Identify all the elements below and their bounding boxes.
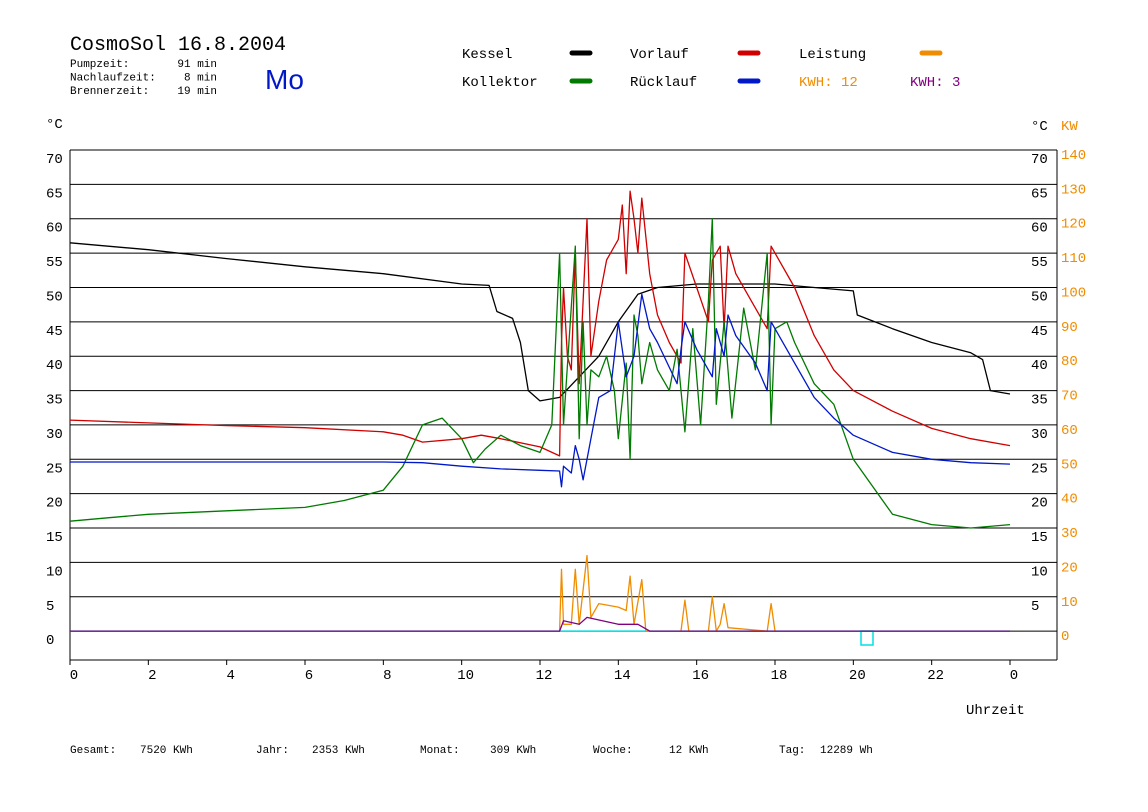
- footer-label: Woche:: [593, 745, 633, 757]
- y-tick-label: 40: [46, 358, 63, 374]
- footer-label: Monat:: [420, 745, 460, 757]
- right-y-tick-label: 55: [1031, 255, 1048, 271]
- y-unit: °C: [46, 117, 63, 133]
- y-tick-label: 70: [46, 152, 63, 168]
- x-tick-label: 10: [457, 668, 474, 684]
- y2-tick-label: 100: [1061, 285, 1086, 301]
- x-tick-label: 22: [927, 668, 944, 684]
- legend-label: Leistung: [799, 47, 866, 63]
- y2-tick-label: 70: [1061, 389, 1078, 405]
- x-tick-label: 0: [70, 668, 78, 684]
- x-tick-label: 4: [226, 668, 234, 684]
- y-tick-label: 45: [46, 324, 63, 340]
- y2-tick-label: 0: [1061, 629, 1069, 645]
- right-y-tick-label: 70: [1031, 152, 1048, 168]
- y-tick-label: 50: [46, 289, 63, 305]
- right-y-tick-label: 25: [1031, 461, 1048, 477]
- legend-label: Rücklauf: [630, 75, 697, 91]
- y2-tick-label: 90: [1061, 320, 1078, 336]
- right-y-tick-label: 50: [1031, 289, 1048, 305]
- y-tick-label: 35: [46, 393, 63, 409]
- info-label: Pumpzeit:: [70, 59, 129, 71]
- y2-tick-label: 60: [1061, 423, 1078, 439]
- y2-tick-label: 50: [1061, 457, 1078, 473]
- right-y-tick-label: 40: [1031, 358, 1048, 374]
- y-tick-label: 10: [46, 564, 63, 580]
- footer-label: Jahr:: [256, 745, 289, 757]
- footer-value: 309 KWh: [490, 745, 536, 757]
- footer-value: 12289 Wh: [820, 745, 873, 757]
- y-tick-label: 55: [46, 255, 63, 271]
- right-y-tick-label: 35: [1031, 393, 1048, 409]
- x-tick-label: 8: [383, 668, 391, 684]
- legend-label: Vorlauf: [630, 47, 689, 63]
- series-line: [70, 554, 1010, 632]
- y-tick-label: 60: [46, 221, 63, 237]
- info-label: Brennerzeit:: [70, 86, 149, 98]
- y2-tick-label: 110: [1061, 251, 1086, 267]
- y-tick-label: 15: [46, 530, 63, 546]
- kwh-label: KWH: 3: [910, 75, 960, 91]
- y2-tick-label: 10: [1061, 595, 1078, 611]
- legend-label: Kessel: [462, 47, 512, 63]
- x-tick-label: 16: [692, 668, 709, 684]
- x-tick-label: 0: [1010, 668, 1018, 684]
- y2-tick-label: 20: [1061, 560, 1078, 576]
- right-y-unit: °C: [1031, 119, 1048, 135]
- footer-value: 12 KWh: [669, 745, 709, 757]
- series-line: [69, 242, 1011, 402]
- x-tick-label: 20: [849, 668, 866, 684]
- info-value: 8 min: [184, 73, 217, 85]
- y2-tick-label: 30: [1061, 526, 1078, 542]
- legend-label: Kollektor: [462, 75, 538, 91]
- right-y-tick-label: 20: [1031, 496, 1048, 512]
- right-y-tick-label: 60: [1031, 221, 1048, 237]
- y2-tick-label: 120: [1061, 217, 1086, 233]
- x-tick-label: 14: [614, 668, 631, 684]
- x-tick-label: 12: [536, 668, 553, 684]
- right-y-tick-label: 15: [1031, 530, 1048, 546]
- chart-title: CosmoSol 16.8.2004: [70, 34, 286, 57]
- x-axis-label: Uhrzeit: [966, 703, 1025, 719]
- right-y-tick-label: 65: [1031, 186, 1048, 202]
- x-tick-label: 2: [148, 668, 156, 684]
- y-tick-label: 30: [46, 427, 63, 443]
- right-y-tick-label: 30: [1031, 427, 1048, 443]
- y2-tick-label: 80: [1061, 354, 1078, 370]
- right-y-tick-label: 45: [1031, 324, 1048, 340]
- series-line: [69, 218, 1011, 529]
- day-label: Mo: [265, 64, 304, 95]
- x-tick-label: 18: [771, 668, 788, 684]
- footer-value: 2353 KWh: [312, 745, 365, 757]
- info-value: 19 min: [177, 86, 217, 98]
- y-tick-label: 65: [46, 186, 63, 202]
- right-y-tick-label: 5: [1031, 599, 1039, 615]
- y-tick-label: 25: [46, 461, 63, 477]
- y-tick-label: 0: [46, 633, 54, 649]
- footer-label: Tag:: [779, 745, 805, 757]
- right-y-tick-label: 10: [1031, 564, 1048, 580]
- y2-tick-label: 130: [1061, 182, 1086, 198]
- y2-tick-label: 140: [1061, 148, 1086, 164]
- series-line: [70, 616, 1010, 632]
- y2-unit: KW: [1061, 119, 1078, 135]
- info-value: 91 min: [177, 59, 217, 71]
- footer-value: 7520 KWh: [140, 745, 193, 757]
- x-tick-label: 6: [305, 668, 313, 684]
- y-tick-label: 5: [46, 599, 54, 615]
- info-label: Nachlaufzeit:: [70, 73, 156, 85]
- kwh-label: KWH: 12: [799, 75, 858, 91]
- series-line: [70, 293, 1011, 488]
- y-tick-label: 20: [46, 496, 63, 512]
- y2-tick-label: 40: [1061, 492, 1078, 508]
- footer-label: Gesamt:: [70, 745, 116, 757]
